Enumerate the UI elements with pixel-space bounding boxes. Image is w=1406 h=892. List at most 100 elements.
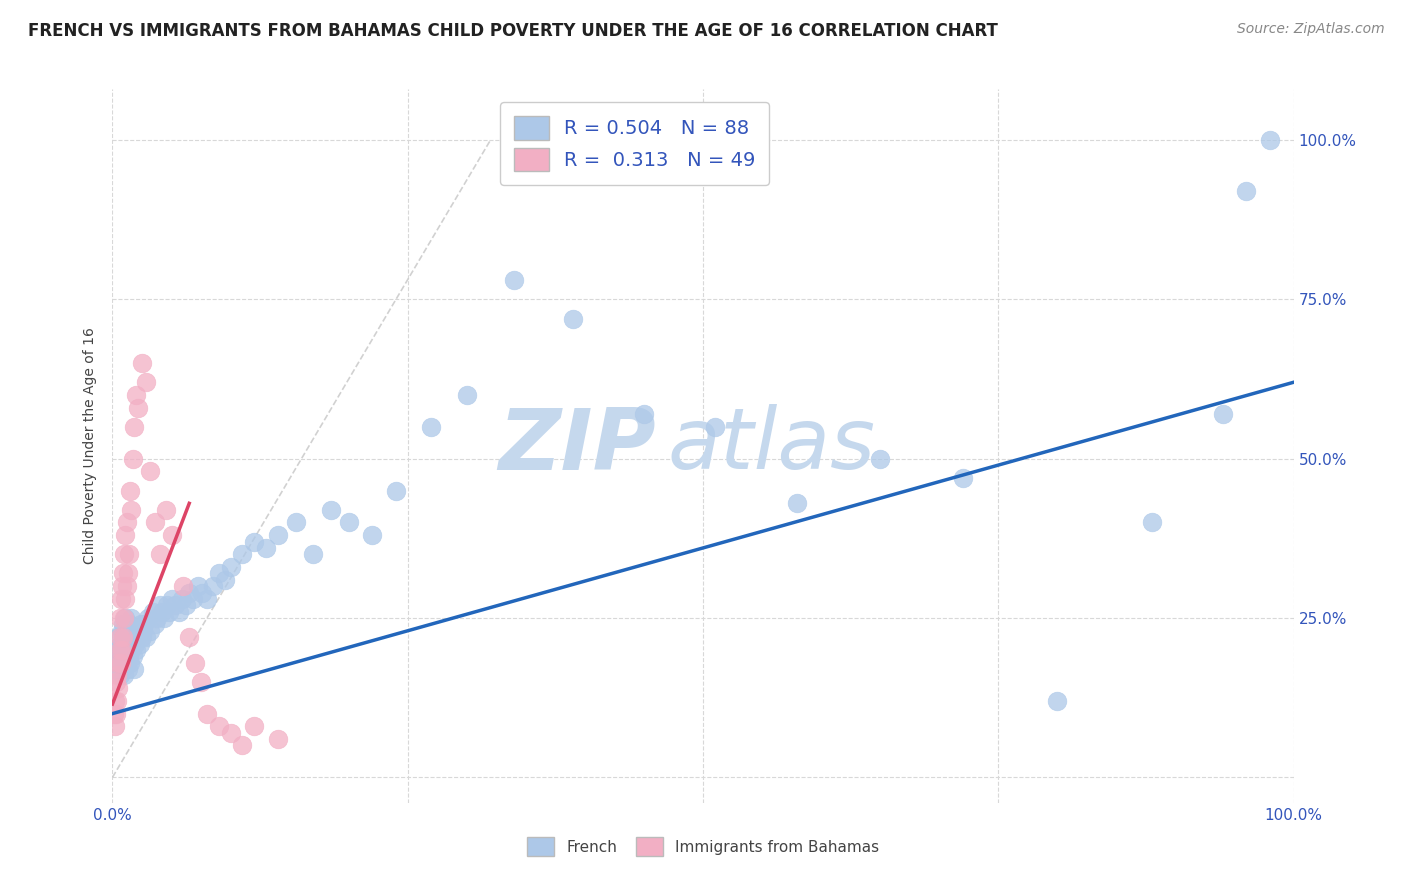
Point <box>201 579 224 593</box>
Point <box>105 662 128 676</box>
Point <box>120 643 142 657</box>
Point <box>127 630 149 644</box>
Point <box>136 611 159 625</box>
Point <box>105 668 128 682</box>
Point <box>112 566 135 581</box>
Point <box>184 656 207 670</box>
Point <box>121 649 143 664</box>
Text: ZIP: ZIP <box>498 404 655 488</box>
Point <box>115 624 138 638</box>
Point <box>156 599 179 613</box>
Point <box>107 630 129 644</box>
Point <box>160 528 183 542</box>
Point <box>117 636 139 650</box>
Point <box>562 311 585 326</box>
Point <box>114 528 136 542</box>
Point <box>319 502 342 516</box>
Point <box>179 585 201 599</box>
Point <box>114 643 136 657</box>
Point <box>149 599 172 613</box>
Point <box>105 674 128 689</box>
Point <box>122 662 145 676</box>
Point <box>243 534 266 549</box>
Point <box>172 591 194 606</box>
Point <box>117 566 139 581</box>
Y-axis label: Child Poverty Under the Age of 16: Child Poverty Under the Age of 16 <box>83 327 97 565</box>
Point <box>121 451 143 466</box>
Point <box>361 528 384 542</box>
Point <box>337 516 360 530</box>
Point <box>267 528 290 542</box>
Point <box>129 617 152 632</box>
Point <box>108 611 131 625</box>
Point <box>108 630 131 644</box>
Point <box>186 579 208 593</box>
Point <box>208 719 231 733</box>
Point <box>150 605 173 619</box>
Point <box>112 630 135 644</box>
Point <box>181 591 204 606</box>
Point <box>118 547 141 561</box>
Point <box>110 591 132 606</box>
Point <box>135 376 157 390</box>
Point <box>143 617 166 632</box>
Point <box>165 599 187 613</box>
Point <box>135 630 157 644</box>
Point <box>108 643 131 657</box>
Point <box>214 573 236 587</box>
Point <box>131 356 153 370</box>
Point <box>103 706 125 721</box>
Point <box>219 560 242 574</box>
Point <box>112 611 135 625</box>
Point <box>110 636 132 650</box>
Point <box>1258 133 1281 147</box>
Point <box>104 694 127 708</box>
Point <box>117 662 139 676</box>
Point <box>105 694 128 708</box>
Point <box>107 656 129 670</box>
Point <box>110 656 132 670</box>
Point <box>191 585 214 599</box>
Point <box>1140 516 1163 530</box>
Point <box>114 591 136 606</box>
Point <box>120 656 142 670</box>
Point <box>503 273 526 287</box>
Point <box>869 451 891 466</box>
Text: Source: ZipAtlas.com: Source: ZipAtlas.com <box>1237 22 1385 37</box>
Point <box>120 611 142 625</box>
Point <box>155 502 177 516</box>
Point <box>179 630 201 644</box>
Point <box>122 630 145 644</box>
Point <box>139 465 162 479</box>
Text: FRENCH VS IMMIGRANTS FROM BAHAMAS CHILD POVERTY UNDER THE AGE OF 16 CORRELATION : FRENCH VS IMMIGRANTS FROM BAHAMAS CHILD … <box>28 22 998 40</box>
Point <box>160 591 183 606</box>
Point <box>118 649 141 664</box>
Point <box>143 516 166 530</box>
Point <box>108 668 131 682</box>
Point <box>190 674 212 689</box>
Point <box>167 605 190 619</box>
Point <box>121 624 143 638</box>
Point <box>110 649 132 664</box>
Point <box>112 656 135 670</box>
Point <box>157 605 180 619</box>
Point <box>125 643 148 657</box>
Point <box>120 483 142 498</box>
Point <box>267 732 290 747</box>
Point <box>112 617 135 632</box>
Point <box>254 541 277 555</box>
Point <box>208 566 231 581</box>
Point <box>111 662 134 676</box>
Point <box>420 420 443 434</box>
Point <box>142 605 165 619</box>
Point <box>107 656 129 670</box>
Point <box>114 611 136 625</box>
Point <box>122 420 145 434</box>
Point <box>112 630 135 644</box>
Point <box>195 591 218 606</box>
Point <box>786 496 808 510</box>
Point <box>125 388 148 402</box>
Point <box>172 579 194 593</box>
Point <box>120 630 142 644</box>
Point <box>149 547 172 561</box>
